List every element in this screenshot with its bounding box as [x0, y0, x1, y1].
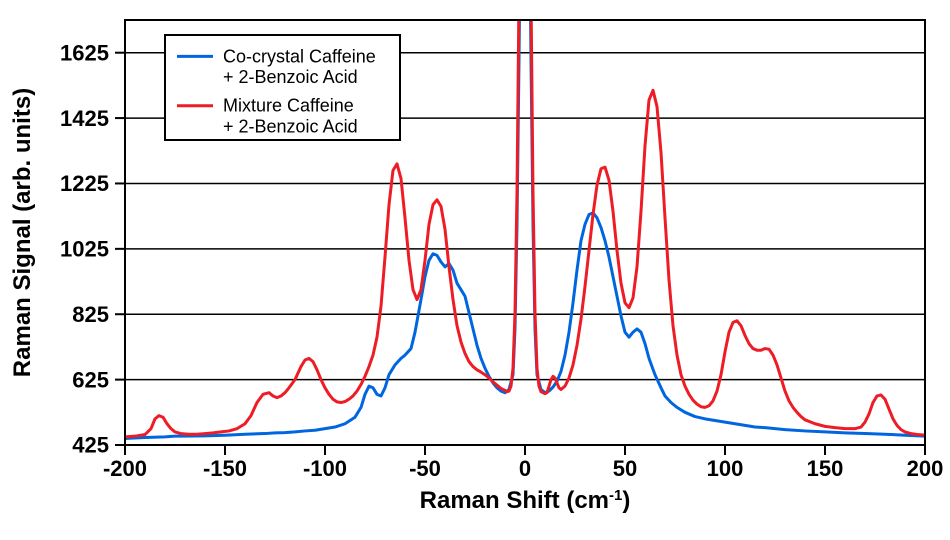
- xtick-label: -100: [303, 456, 347, 481]
- xtick-label: -50: [409, 456, 441, 481]
- xtick-label: 150: [807, 456, 844, 481]
- ytick-label: 625: [72, 367, 109, 392]
- xtick-label: 200: [907, 456, 944, 481]
- ytick-label: 1425: [60, 106, 109, 131]
- legend-label-0-line2: + 2-Benzoic Acid: [223, 67, 358, 87]
- xtick-label: 100: [707, 456, 744, 481]
- legend-label-0-line1: Co-crystal Caffeine: [223, 46, 376, 66]
- xtick-label: -150: [203, 456, 247, 481]
- raman-chart: -200 -150 -100 -50 0 50 100 150 200 425 625 825 1025…: [0, 0, 950, 540]
- xtick-label: -200: [103, 456, 147, 481]
- legend-label-1-line1: Mixture Caffeine: [223, 96, 354, 116]
- xtick-label: 50: [613, 456, 637, 481]
- ytick-label: 1625: [60, 40, 109, 65]
- y-axis-label: Raman Signal (arb. units): [9, 88, 36, 377]
- ytick-label: 425: [72, 433, 109, 458]
- x-axis-label: Raman Shift (cm-1): [420, 487, 631, 515]
- ytick-label: 1025: [60, 237, 109, 262]
- xtick-label: 0: [519, 456, 531, 481]
- chart-svg: -200 -150 -100 -50 0 50 100 150 200 425 625 825 1025…: [0, 0, 950, 540]
- ytick-label: 1225: [60, 171, 109, 196]
- ytick-label: 825: [72, 302, 109, 327]
- legend-label-1-line2: + 2-Benzoic Acid: [223, 116, 358, 136]
